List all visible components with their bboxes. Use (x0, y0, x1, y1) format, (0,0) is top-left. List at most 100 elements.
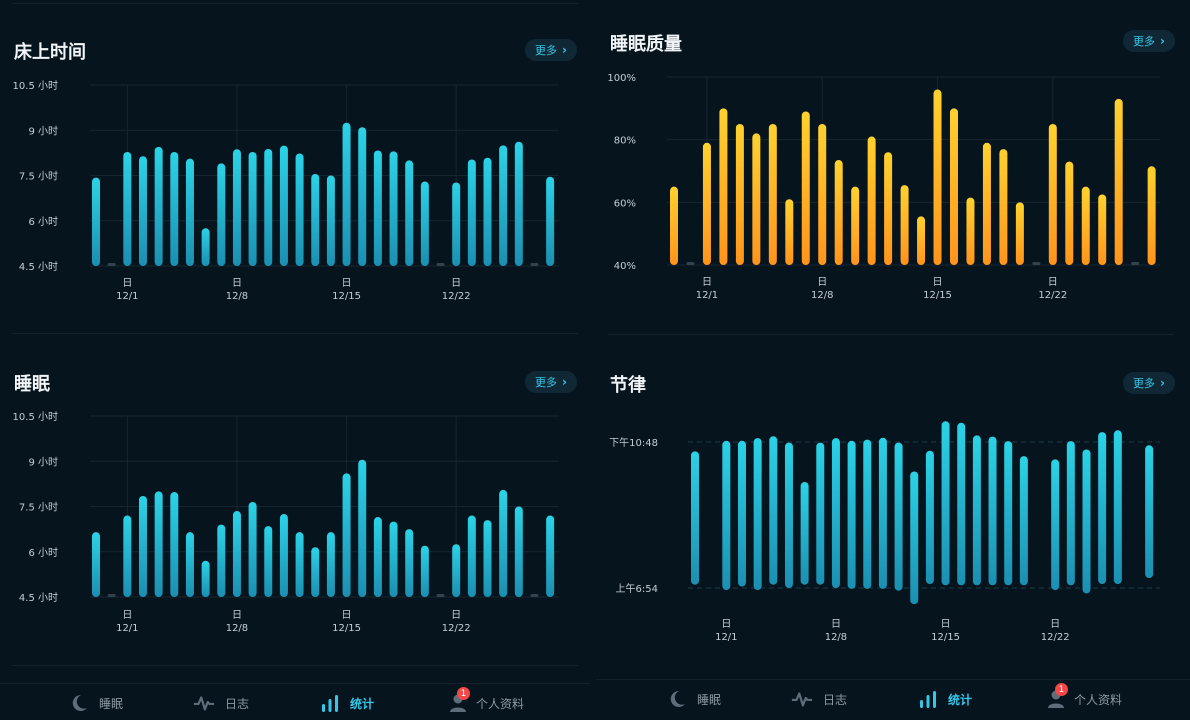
y-tick-label: 10.5 小时 (13, 80, 58, 92)
bar (92, 177, 100, 266)
sleep-quality-more-button[interactable]: 更多 › (1123, 30, 1175, 52)
x-tick-day: 日 (342, 278, 352, 289)
bar (878, 437, 887, 589)
bar (1145, 445, 1154, 579)
y-tick-label: 80% (614, 136, 636, 147)
bar (92, 532, 100, 597)
x-tick-date: 12/22 (1041, 632, 1070, 643)
y-tick-label: 下午10:48 (609, 436, 658, 449)
bar (753, 438, 762, 591)
x-tick-day: 日 (941, 619, 951, 630)
x-tick-day: 日 (451, 610, 461, 621)
x-tick-date: 12/15 (332, 291, 361, 302)
missing-data-marker (107, 594, 116, 597)
missing-data-marker (1131, 262, 1140, 265)
sleep-title: 睡眠 (14, 374, 50, 395)
bar (752, 133, 761, 265)
bar (248, 151, 257, 266)
x-tick-date: 12/1 (696, 290, 718, 301)
y-tick-label: 6 小时 (28, 216, 58, 228)
nav-item-bar-chart[interactable]: 统计 (917, 689, 972, 709)
bar (769, 436, 778, 585)
bottom-nav: 睡眠 日志 统计 1 个人资料 (596, 679, 1190, 716)
person-icon: 1 (1045, 683, 1068, 709)
x-tick-date: 12/8 (825, 632, 847, 643)
bar (295, 153, 304, 266)
bar (185, 532, 194, 597)
bar (737, 440, 746, 587)
chevron-right-icon: › (562, 375, 567, 389)
nav-item-pulse[interactable]: 日志 (193, 693, 249, 713)
bar (999, 149, 1008, 265)
nav-item-person[interactable]: 1 个人资料 (447, 687, 525, 713)
bar (719, 108, 728, 265)
bar (389, 151, 398, 266)
nav-item-pulse[interactable]: 日志 (791, 689, 847, 709)
bar (264, 148, 273, 266)
bar (405, 160, 414, 266)
bar (1019, 456, 1028, 586)
nav-item-bar-chart[interactable]: 统计 (319, 693, 374, 713)
bar (818, 124, 827, 265)
bar (452, 182, 461, 266)
bar (248, 501, 257, 597)
nav-item-label: 个人资料 (1074, 692, 1123, 707)
bar (201, 560, 210, 597)
nav-item-label: 个人资料 (476, 696, 525, 711)
y-tick-label: 4.5 小时 (19, 592, 58, 604)
chevron-right-icon: › (1160, 34, 1165, 48)
x-tick-day: 日 (817, 277, 827, 288)
bar (279, 514, 288, 597)
bar (1114, 98, 1123, 265)
bar (342, 473, 351, 597)
rhythm-more-button[interactable]: 更多 › (1123, 372, 1175, 394)
y-tick-label: 7.5 小时 (19, 171, 58, 183)
x-tick-date: 12/8 (226, 623, 248, 634)
nav-item-moon[interactable]: 睡眠 (666, 689, 721, 709)
y-tick-label: 6 小时 (28, 547, 58, 559)
bar (910, 471, 919, 605)
bar (279, 145, 288, 266)
bar (420, 181, 429, 266)
bar (691, 451, 699, 585)
x-tick-day: 日 (451, 278, 461, 289)
y-tick-label: 4.5 小时 (19, 261, 58, 273)
nav-item-moon[interactable]: 睡眠 (68, 693, 123, 713)
y-tick-label: 7.5 小时 (19, 502, 58, 514)
time-in-bed-title: 床上时间 (14, 42, 86, 63)
time-in-bed-more-button[interactable]: 更多 › (525, 39, 577, 61)
chevron-right-icon: › (1160, 376, 1165, 390)
sleep-more-button[interactable]: 更多 › (525, 371, 577, 393)
x-tick-date: 12/15 (931, 632, 960, 643)
bar (1051, 459, 1060, 591)
x-tick-day: 日 (232, 278, 242, 289)
bar-chart-icon (917, 689, 939, 709)
x-tick-day: 日 (232, 610, 242, 621)
bar (785, 199, 794, 265)
x-tick-day: 日 (342, 610, 352, 621)
bar (1147, 166, 1156, 265)
nav-item-label: 统计 (948, 692, 973, 707)
x-tick-day: 日 (122, 610, 132, 621)
x-tick-day: 日 (1050, 619, 1060, 630)
bar (358, 459, 367, 597)
x-tick-date: 12/1 (715, 632, 737, 643)
bar (1098, 432, 1107, 585)
bar (834, 160, 843, 265)
nav-item-label: 睡眠 (99, 696, 124, 711)
bar (170, 492, 179, 597)
person-icon: 1 (447, 687, 470, 713)
bar (1015, 202, 1024, 265)
x-tick-day: 日 (1048, 277, 1058, 288)
bar (295, 532, 304, 597)
missing-data-marker (530, 594, 539, 597)
nav-item-person[interactable]: 1 个人资料 (1045, 683, 1123, 709)
bar (1082, 449, 1091, 594)
bar (358, 127, 367, 266)
bar-chart-icon (319, 693, 341, 713)
bar (483, 520, 492, 597)
bar (933, 89, 942, 266)
more-label: 更多 (535, 44, 558, 57)
bar (784, 442, 793, 588)
bar (138, 156, 147, 266)
